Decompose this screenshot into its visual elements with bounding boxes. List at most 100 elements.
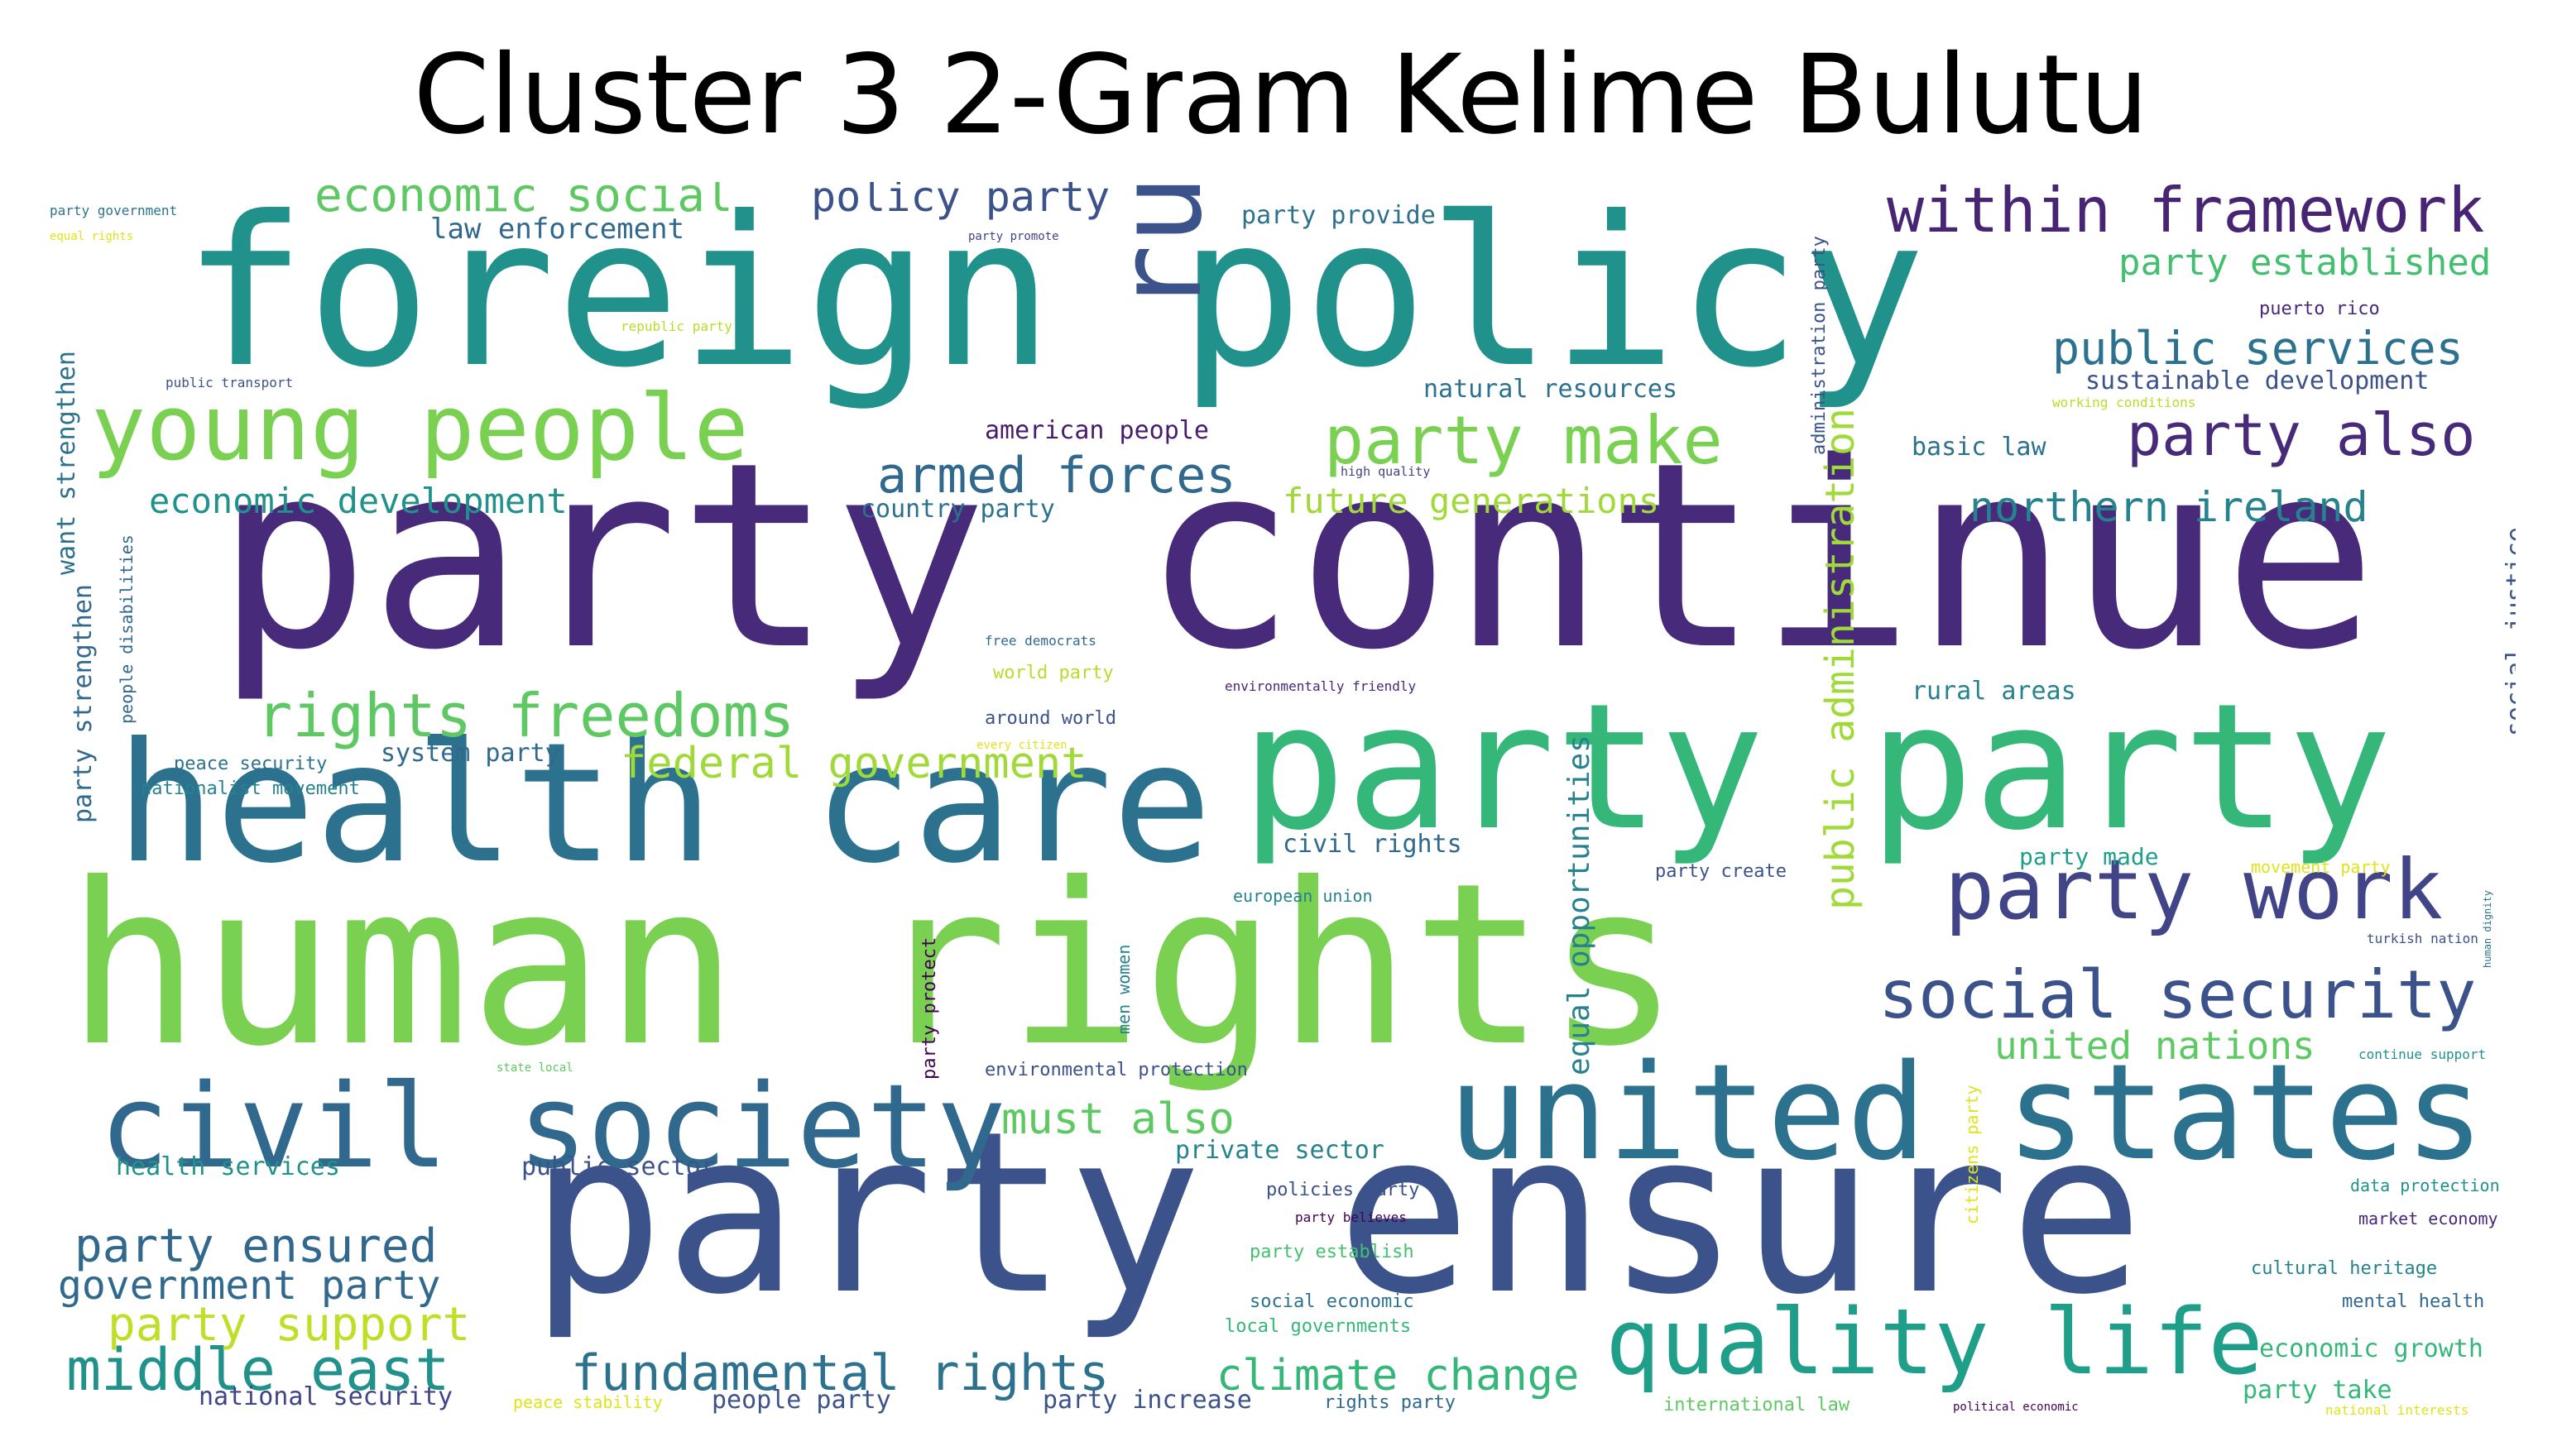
cloud-word: american people: [985, 416, 1209, 445]
cloud-word: social justice: [2502, 527, 2516, 736]
cloud-word: party also: [2127, 401, 2475, 469]
cloud-word: public sector: [521, 1152, 716, 1181]
page-title: Cluster 3 2-Gram Kelime Bulutu: [413, 31, 2149, 159]
cloud-word: party support: [108, 1298, 470, 1352]
cloud-word: every citizen: [976, 739, 1068, 752]
cloud-word: party party: [1241, 666, 2392, 869]
cloud-word: peace security: [174, 754, 327, 774]
cloud-word: human dignity: [2482, 890, 2493, 968]
cloud-word: cultural heritage: [2251, 1258, 2437, 1279]
cloud-word: health services: [116, 1152, 340, 1181]
cloud-word: public services: [2052, 322, 2464, 375]
cloud-word: local governments: [1225, 1316, 1411, 1337]
cloud-word: world party: [993, 663, 1114, 683]
cloud-word: future generations: [1283, 481, 1659, 521]
cloud-word: party promote: [968, 230, 1059, 243]
cloud-word: rule law: [1093, 182, 1228, 314]
cloud-word: federal government: [621, 739, 1087, 788]
cloud-word: rights party: [1324, 1392, 1456, 1413]
cloud-word: middle east: [66, 1336, 450, 1404]
cloud-word: party create: [1655, 861, 1787, 882]
cloud-word: policy party: [811, 182, 1110, 221]
cloud-word: armed forces: [877, 447, 1235, 505]
cloud-word: human rights: [66, 835, 1681, 1095]
cloud-word: party continue: [215, 408, 2377, 706]
cloud-word: economic social: [314, 182, 733, 223]
cloud-word: market economy: [2358, 1209, 2498, 1228]
cloud-word: party protect: [919, 937, 940, 1080]
cloud-word: private sector: [1175, 1136, 1384, 1165]
cloud-word: public administration: [1817, 408, 1864, 910]
cloud-word: government party: [58, 1262, 440, 1309]
cloud-word: movement party: [2251, 857, 2391, 877]
cloud-word: citizens party: [1962, 1085, 1982, 1224]
cloud-word: want strengthen: [52, 351, 81, 575]
cloud-word: high quality: [1341, 464, 1430, 479]
cloud-word: data protection: [2350, 1176, 2500, 1195]
cloud-word: law enforcement: [430, 213, 684, 246]
cloud-word: national interests: [2325, 1402, 2468, 1418]
cloud-word: national security: [199, 1382, 453, 1411]
cloud-word: united nations: [1994, 1023, 2315, 1068]
cloud-word: climate change: [1216, 1351, 1579, 1401]
cloud-word: system party: [381, 739, 560, 768]
cloud-word: people party: [712, 1386, 891, 1415]
cloud-word: rural areas: [1912, 677, 2076, 706]
cloud-word: party provide: [1241, 201, 1436, 230]
cloud-word: basic law: [1912, 433, 2046, 462]
cloud-word: environmental protection: [985, 1060, 1248, 1080]
cloud-word: social economic: [1250, 1291, 1414, 1312]
cloud-word: economic growth: [2259, 1334, 2483, 1363]
cloud-word: rights freedoms: [257, 681, 794, 750]
cloud-word: working conditions: [2052, 395, 2195, 410]
cloud-word: administration party: [1809, 236, 1830, 455]
cloud-word: party ensure: [530, 1083, 2144, 1343]
cloud-word: party believes: [1295, 1209, 1407, 1225]
cloud-word: free democrats: [985, 633, 1096, 649]
cloud-word: equal opportunities: [1562, 735, 1596, 1075]
cloud-word: party make: [1324, 402, 1723, 479]
cloud-word: quality life: [1605, 1289, 2263, 1395]
cloud-word: social security: [1878, 956, 2476, 1033]
cloud-word: state local: [497, 1061, 573, 1075]
word-cloud-words: party continue human rights foreign policy…: [50, 182, 2516, 1418]
cloud-word: within framework: [1887, 182, 2484, 247]
cloud-word: party ensured: [74, 1219, 437, 1273]
cloud-word: party government: [50, 203, 177, 218]
cloud-word: united states: [1448, 1035, 2484, 1190]
cloud-word: nationalist movement: [141, 778, 360, 799]
cloud-word: turkish nation: [2367, 931, 2478, 946]
cloud-word: party establish: [1250, 1242, 1414, 1262]
cloud-word: fundamental rights: [571, 1344, 1109, 1402]
cloud-word: republic party: [621, 318, 732, 334]
cloud-word: public transport: [166, 375, 293, 390]
cloud-word: natural resources: [1423, 375, 1677, 404]
cloud-word: foreign policy: [182, 182, 1926, 413]
cloud-word: party increase: [1043, 1386, 1252, 1415]
cloud-word: civil rights: [1283, 830, 1462, 859]
cloud-word: international law: [1663, 1395, 1850, 1415]
cloud-word: equal rights: [50, 230, 133, 243]
cloud-word: continue support: [2358, 1046, 2486, 1062]
cloud-word: party established: [2118, 242, 2491, 284]
cloud-word: puerto rico: [2259, 299, 2380, 319]
cloud-word: northern ireland: [1969, 483, 2368, 531]
cloud-word: political economic: [1953, 1401, 2079, 1414]
cloud-word: civil society: [99, 1060, 1006, 1195]
cloud-word: sustainable development: [2085, 366, 2429, 395]
cloud-word: young people: [91, 375, 749, 481]
cloud-word: country party: [861, 495, 1055, 524]
cloud-word: party work: [1945, 841, 2443, 938]
cloud-word: economic development: [149, 481, 568, 521]
cloud-word: men women: [1114, 945, 1134, 1034]
cloud-word: environmentally friendly: [1225, 678, 1417, 694]
cloud-word: health care: [116, 707, 1212, 900]
cloud-word: party take: [2243, 1376, 2392, 1405]
cloud-word: european union: [1233, 886, 1373, 906]
cloud-word: policies party: [1266, 1180, 1419, 1200]
cloud-word: mental health: [2342, 1291, 2484, 1312]
word-cloud: party continue human rights foreign policy…: [50, 182, 2516, 1418]
cloud-word: peace stability: [513, 1392, 663, 1412]
cloud-word: party made: [2019, 843, 2159, 870]
cloud-word: party strengthen: [69, 584, 98, 823]
